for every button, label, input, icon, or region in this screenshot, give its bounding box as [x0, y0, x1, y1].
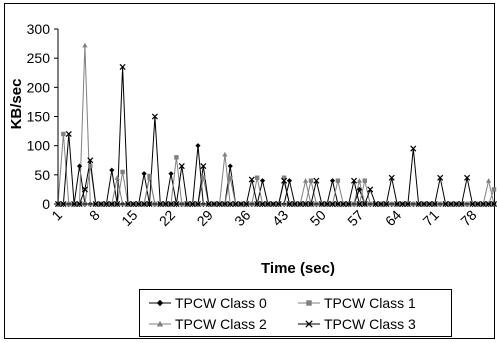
data-point-class-3	[81, 186, 88, 193]
y-tick-label: 300	[27, 21, 51, 37]
legend-item-class-3: TPCW Class 3	[297, 314, 416, 334]
legend-marker	[156, 320, 164, 327]
data-point-class-3	[464, 174, 471, 181]
legend-label-class-3: TPCW Class 3	[324, 316, 416, 332]
data-point-class-3	[65, 130, 72, 138]
x-tick-label: 57	[344, 207, 366, 229]
legend: TPCW Class 0 TPCW Class 1 TPCW Class 2 T…	[139, 289, 452, 337]
x-tick-label: 8	[86, 207, 103, 224]
x-tick-label: 29	[194, 207, 216, 229]
data-point-class-0	[259, 178, 266, 184]
data-point-class-2	[486, 178, 492, 183]
legend-item-class-1: TPCW Class 1	[297, 293, 416, 313]
data-point-class-3	[119, 63, 126, 70]
data-point-class-3	[313, 177, 320, 184]
x-tick-label: 36	[231, 207, 253, 229]
y-tick-label: 0	[42, 196, 50, 212]
data-point-class-2	[303, 178, 309, 183]
series-line-class-2	[58, 45, 495, 205]
data-point-class-0	[227, 163, 233, 169]
legend-label-class-1: TPCW Class 1	[324, 295, 416, 311]
data-point-class-1	[308, 178, 314, 183]
series-markers	[54, 42, 498, 208]
y-tick-label: 250	[27, 50, 51, 66]
legend-item-class-2: TPCW Class 2	[148, 314, 267, 334]
data-point-class-3	[351, 177, 358, 184]
data-point-class-1	[491, 187, 497, 192]
data-point-class-1	[281, 175, 287, 180]
data-point-class-1	[88, 163, 93, 169]
data-point-class-3	[388, 174, 395, 181]
data-point-class-1	[362, 178, 368, 183]
y-tick-label: 50	[34, 167, 50, 183]
data-point-class-2	[146, 175, 153, 180]
data-point-class-3	[281, 177, 288, 184]
y-tick-label: 200	[27, 79, 51, 95]
x-tick-label: 64	[382, 207, 404, 229]
legend-item-class-0: TPCW Class 0	[148, 293, 267, 313]
data-point-class-0	[141, 171, 147, 177]
data-point-class-3	[87, 157, 94, 164]
legend-symbol-class-0	[149, 299, 171, 307]
data-point-class-1	[174, 155, 179, 160]
x-tick-label: 1	[48, 207, 65, 224]
x-tick-label: 22	[156, 207, 178, 229]
data-point-class-3	[437, 174, 444, 181]
data-point-class-3	[200, 163, 207, 170]
legend-label-class-2: TPCW Class 2	[175, 316, 267, 332]
data-point-class-0	[109, 167, 115, 173]
data-point-class-3	[248, 176, 255, 183]
data-point-class-1	[61, 131, 66, 137]
x-tick-label: 15	[118, 207, 140, 229]
data-point-class-2	[114, 175, 120, 180]
data-point-class-0	[195, 143, 201, 149]
data-point-class-1	[201, 175, 206, 180]
x-tick-label: 50	[307, 207, 329, 229]
series-line-class-3	[58, 66, 494, 205]
legend-marker	[305, 320, 313, 328]
legend-symbol-class-1	[298, 300, 320, 306]
x-axis-ticks: 1 8 15 22 29 36 43 50 57 64 71 78	[48, 204, 495, 229]
series-line-class-1	[57, 133, 495, 205]
data-point-class-1	[254, 175, 260, 180]
x-tick-label: 78	[457, 207, 479, 229]
data-point-class-0	[356, 186, 363, 193]
legend-label-class-0: TPCW Class 0	[175, 295, 267, 311]
data-point-class-3	[410, 145, 417, 152]
legend-symbol-class-3	[298, 320, 320, 328]
legend-marker	[156, 299, 164, 307]
y-axis-ticks: 0 50 100 150 200 250 300	[27, 21, 58, 212]
data-point-class-2	[356, 178, 363, 183]
x-tick-label: 71	[420, 207, 442, 229]
data-point-class-2	[82, 42, 88, 48]
x-axis-title: Time (sec)	[261, 260, 335, 277]
y-axis-title: KB/sec	[8, 79, 25, 130]
data-point-class-2	[222, 151, 228, 157]
data-point-class-3	[367, 186, 374, 193]
y-tick-label: 100	[27, 138, 51, 154]
data-point-class-0	[286, 178, 293, 184]
x-tick-label: 43	[269, 207, 291, 229]
data-point-class-0	[329, 178, 336, 184]
legend-symbol-class-2	[149, 320, 171, 327]
data-point-class-1	[335, 178, 341, 183]
series-lines	[57, 45, 495, 205]
data-point-class-1	[228, 175, 233, 180]
data-point-class-3	[151, 113, 158, 120]
legend-marker	[306, 300, 312, 306]
chart-frame	[4, 3, 495, 339]
data-point-class-0	[76, 163, 83, 169]
data-point-class-0	[168, 171, 174, 177]
y-tick-label: 150	[27, 109, 51, 125]
data-point-class-3	[178, 163, 185, 170]
data-point-class-1	[120, 169, 125, 175]
